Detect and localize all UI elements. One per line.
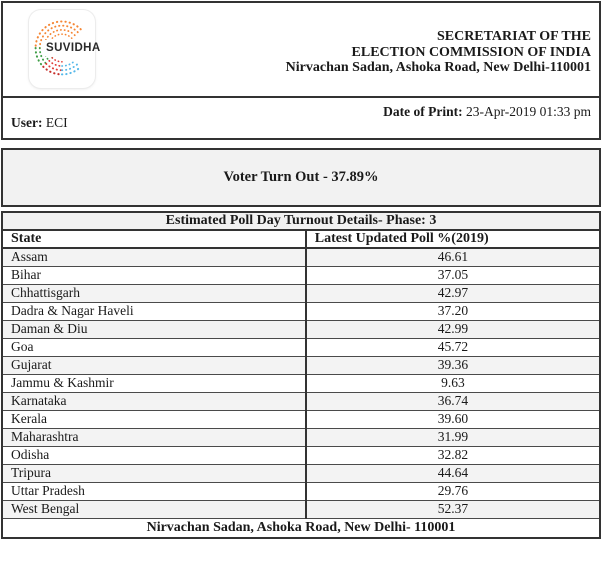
poll-percent-cell: 36.74	[305, 392, 600, 411]
footer-address: Nirvachan Sadan, Ashoka Road, New Delhi-…	[2, 517, 600, 538]
table-caption: Estimated Poll Day Turnout Details- Phas…	[2, 212, 600, 231]
table-body: Assam 46.61 Bihar 37.05 Chhattisgarh 42.97 Dad…	[2, 248, 600, 519]
poll-percent-cell: 44.64	[305, 464, 600, 483]
state-cell: Odisha	[2, 446, 307, 465]
poll-percent-cell: 29.76	[305, 482, 600, 501]
date-of-print-value: 23-Apr-2019 01:33 pm	[466, 104, 591, 119]
poll-percent-cell: 39.60	[305, 410, 600, 429]
table-row: Jammu & Kashmir 9.63	[2, 374, 600, 393]
report-page: SUVIDHA SECRETARIAT OF THE ELECTION COMM…	[1, 1, 601, 539]
state-cell: Tripura	[2, 464, 307, 483]
org-line-3: Nirvachan Sadan, Ashoka Road, New Delhi-…	[285, 60, 591, 75]
suvidha-logo-label: SUVIDHA	[43, 40, 100, 56]
state-cell: Chhattisgarh	[2, 284, 307, 303]
state-cell: West Bengal	[2, 500, 307, 519]
state-cell: Assam	[2, 248, 307, 267]
user-value: ECI	[45, 115, 68, 130]
org-line-1: SECRETARIAT OF THE	[436, 29, 591, 44]
poll-percent-cell: 46.61	[305, 248, 600, 267]
table-row: Karnataka 36.74	[2, 392, 600, 411]
user-label: User:	[11, 115, 43, 130]
voter-turnout-text: Voter Turn Out - 37.89%	[223, 169, 379, 185]
poll-percent-cell: 39.36	[305, 356, 600, 375]
state-cell: Maharashtra	[2, 428, 307, 447]
state-cell: Daman & Diu	[2, 320, 307, 339]
table-row: Odisha 32.82	[2, 446, 600, 465]
table-row: Assam 46.61	[2, 248, 600, 267]
poll-percent-cell: 37.05	[305, 266, 600, 285]
user-info: User: ECI	[11, 115, 68, 131]
poll-percent-cell: 31.99	[305, 428, 600, 447]
date-of-print-label: Date of Print:	[383, 104, 463, 119]
table-row: West Bengal 52.37	[2, 500, 600, 519]
state-cell: Kerala	[2, 410, 307, 429]
table-row: Gujarat 39.36	[2, 356, 600, 375]
table-footer-row: Nirvachan Sadan, Ashoka Road, New Delhi-…	[2, 517, 600, 538]
table-row: Uttar Pradesh 29.76	[2, 482, 600, 501]
turnout-table: Estimated Poll Day Turnout Details- Phas…	[1, 211, 601, 539]
table-row: Kerala 39.60	[2, 410, 600, 429]
poll-percent-cell: 9.63	[305, 374, 600, 393]
state-cell: Jammu & Kashmir	[2, 374, 307, 393]
state-cell: Gujarat	[2, 356, 307, 375]
voter-turnout-banner: Voter Turn Out - 37.89%	[1, 148, 601, 207]
date-of-print: Date of Print: 23-Apr-2019 01:33 pm	[383, 104, 591, 120]
state-cell: Uttar Pradesh	[2, 482, 307, 501]
org-line-2: ELECTION COMMISSION OF INDIA	[351, 44, 591, 60]
table-row: Tripura 44.64	[2, 464, 600, 483]
state-cell: Bihar	[2, 266, 307, 285]
poll-percent-cell: 52.37	[305, 500, 600, 519]
state-cell: Goa	[2, 338, 307, 357]
poll-percent-cell: 45.72	[305, 338, 600, 357]
table-caption-row: Estimated Poll Day Turnout Details- Phas…	[2, 212, 600, 231]
table-row: Maharashtra 31.99	[2, 428, 600, 447]
suvidha-logo: SUVIDHA	[29, 10, 100, 88]
poll-percent-cell: 42.97	[305, 284, 600, 303]
table-row: Goa 45.72	[2, 338, 600, 357]
poll-percent-cell: 42.99	[305, 320, 600, 339]
report-header: SUVIDHA SECRETARIAT OF THE ELECTION COMM…	[1, 1, 601, 98]
print-info-bar: Date of Print: 23-Apr-2019 01:33 pm User…	[1, 96, 601, 140]
table-row: Bihar 37.05	[2, 266, 600, 285]
poll-percent-cell: 37.20	[305, 302, 600, 321]
column-header-poll-percent: Latest Updated Poll %(2019)	[305, 230, 600, 249]
org-address-block: SECRETARIAT OF THE ELECTION COMMISSION O…	[286, 29, 591, 76]
state-cell: Dadra & Nagar Haveli	[2, 302, 307, 321]
state-cell: Karnataka	[2, 392, 307, 411]
table-row: Daman & Diu 42.99	[2, 320, 600, 339]
column-header-state: State	[2, 230, 307, 249]
table-row: Chhattisgarh 42.97	[2, 284, 600, 303]
table-row: Dadra & Nagar Haveli 37.20	[2, 302, 600, 321]
poll-percent-cell: 32.82	[305, 446, 600, 465]
table-column-header-row: State Latest Updated Poll %(2019)	[2, 230, 600, 249]
